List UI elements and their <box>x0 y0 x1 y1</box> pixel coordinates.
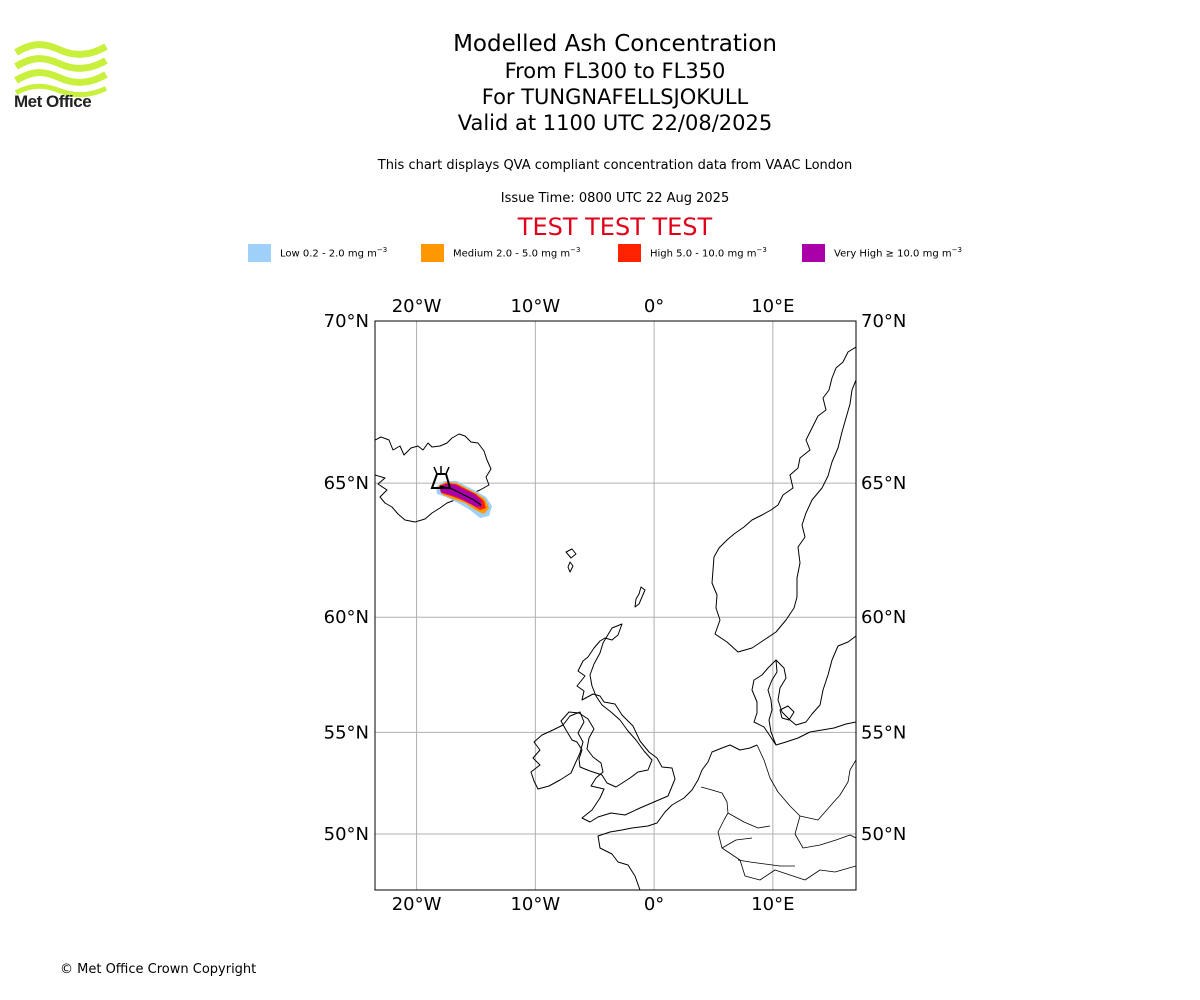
legend-item-low: Low 0.2 - 2.0 mg m−3 <box>248 244 387 262</box>
chart-title: Modelled Ash Concentration <box>453 31 777 57</box>
lat-tick-label-right: 65°N <box>861 473 906 494</box>
lon-tick-label-top: 10°E <box>751 296 794 317</box>
lat-tick-label-left: 50°N <box>324 824 369 845</box>
test-banner: TEST TEST TEST <box>517 213 713 241</box>
met-office-logo-text: Met Office <box>14 92 92 111</box>
coastline-great-britain <box>560 623 676 823</box>
lat-tick-label-left: 60°N <box>324 607 369 628</box>
legend-exp-high: −3 <box>756 246 767 255</box>
lon-tick-label-top: 20°W <box>392 296 442 317</box>
map-frame <box>374 320 857 891</box>
concentration-legend: Low 0.2 - 2.0 mg m−3 Medium 2.0 - 5.0 mg… <box>0 244 1200 264</box>
volcano-name: For TUNGNAFELLSJOKULL <box>481 85 749 109</box>
coastlines <box>375 346 856 890</box>
met-office-wave-logo-icon <box>14 41 108 98</box>
coastline-faroe <box>565 548 577 573</box>
title-block: Modelled Ash Concentration From FL300 to… <box>315 30 915 136</box>
coastline-sweden-east <box>775 635 856 726</box>
lon-tick-label-bottom: 10°E <box>751 894 794 915</box>
legend-swatch-very-high <box>802 244 825 262</box>
chart-description: This chart displays QVA compliant concen… <box>377 158 853 173</box>
legend-label-high: High 5.0 - 10.0 mg m <box>650 248 757 260</box>
ash-plume <box>436 481 492 518</box>
lat-tick-label-right: 50°N <box>861 824 906 845</box>
coastline-denmark <box>751 659 795 746</box>
ash-plume-very-high <box>440 484 482 507</box>
legend-item-medium: Medium 2.0 - 5.0 mg m−3 <box>421 244 580 262</box>
legend-swatch-low <box>248 244 271 262</box>
valid-time: Valid at 1100 UTC 22/08/2025 <box>457 111 773 135</box>
coastline-shetland <box>634 586 646 608</box>
lat-tick-label-left: 55°N <box>324 722 369 743</box>
coastline-ireland <box>530 711 585 790</box>
coastline-continent <box>597 744 758 890</box>
axis-tick-labels: 20°W 20°W 10°W 10°W 0° 0° 10°E 10°E 70°N 70°N 65°N… <box>324 296 907 915</box>
legend-item-very-high: Very High ≥ 10.0 mg m−3 <box>802 244 962 262</box>
map-gridlines <box>375 320 856 890</box>
issue-time: Issue Time: 0800 UTC 22 Aug 2025 <box>500 191 730 206</box>
lat-tick-label-right: 55°N <box>861 722 906 743</box>
lon-tick-label-bottom: 0° <box>644 894 664 915</box>
legend-exp-very-high: −3 <box>951 246 962 255</box>
volcano-symbol-icon <box>430 466 482 506</box>
legend-swatch-high <box>618 244 641 262</box>
legend-exp-low: −3 <box>376 246 388 255</box>
lat-tick-label-left: 65°N <box>324 473 369 494</box>
legend-label-low: Low 0.2 - 2.0 mg m <box>280 248 377 260</box>
coastline-scandinavia <box>711 346 856 653</box>
flight-level-range: From FL300 to FL350 <box>504 59 726 83</box>
coastline-iceland <box>375 433 492 523</box>
lat-tick-label-left: 70°N <box>324 311 369 332</box>
legend-label-very-high: Very High ≥ 10.0 mg m <box>834 248 952 260</box>
lat-tick-label-right: 60°N <box>861 607 906 628</box>
legend-swatch-medium <box>421 244 444 262</box>
coastline-germany-baltic <box>775 721 856 746</box>
borders <box>700 744 856 881</box>
lon-tick-label-bottom: 20°W <box>392 894 442 915</box>
legend-item-high: High 5.0 - 10.0 mg m−3 <box>618 244 767 262</box>
legend-exp-medium: −3 <box>570 246 581 255</box>
lon-tick-label-top: 0° <box>644 296 664 317</box>
lon-tick-label-bottom: 10°W <box>510 894 560 915</box>
copyright-notice: © Met Office Crown Copyright <box>60 962 257 977</box>
lat-tick-label-right: 70°N <box>861 311 906 332</box>
legend-label-medium: Medium 2.0 - 5.0 mg m <box>453 248 571 260</box>
lon-tick-label-top: 10°W <box>510 296 560 317</box>
